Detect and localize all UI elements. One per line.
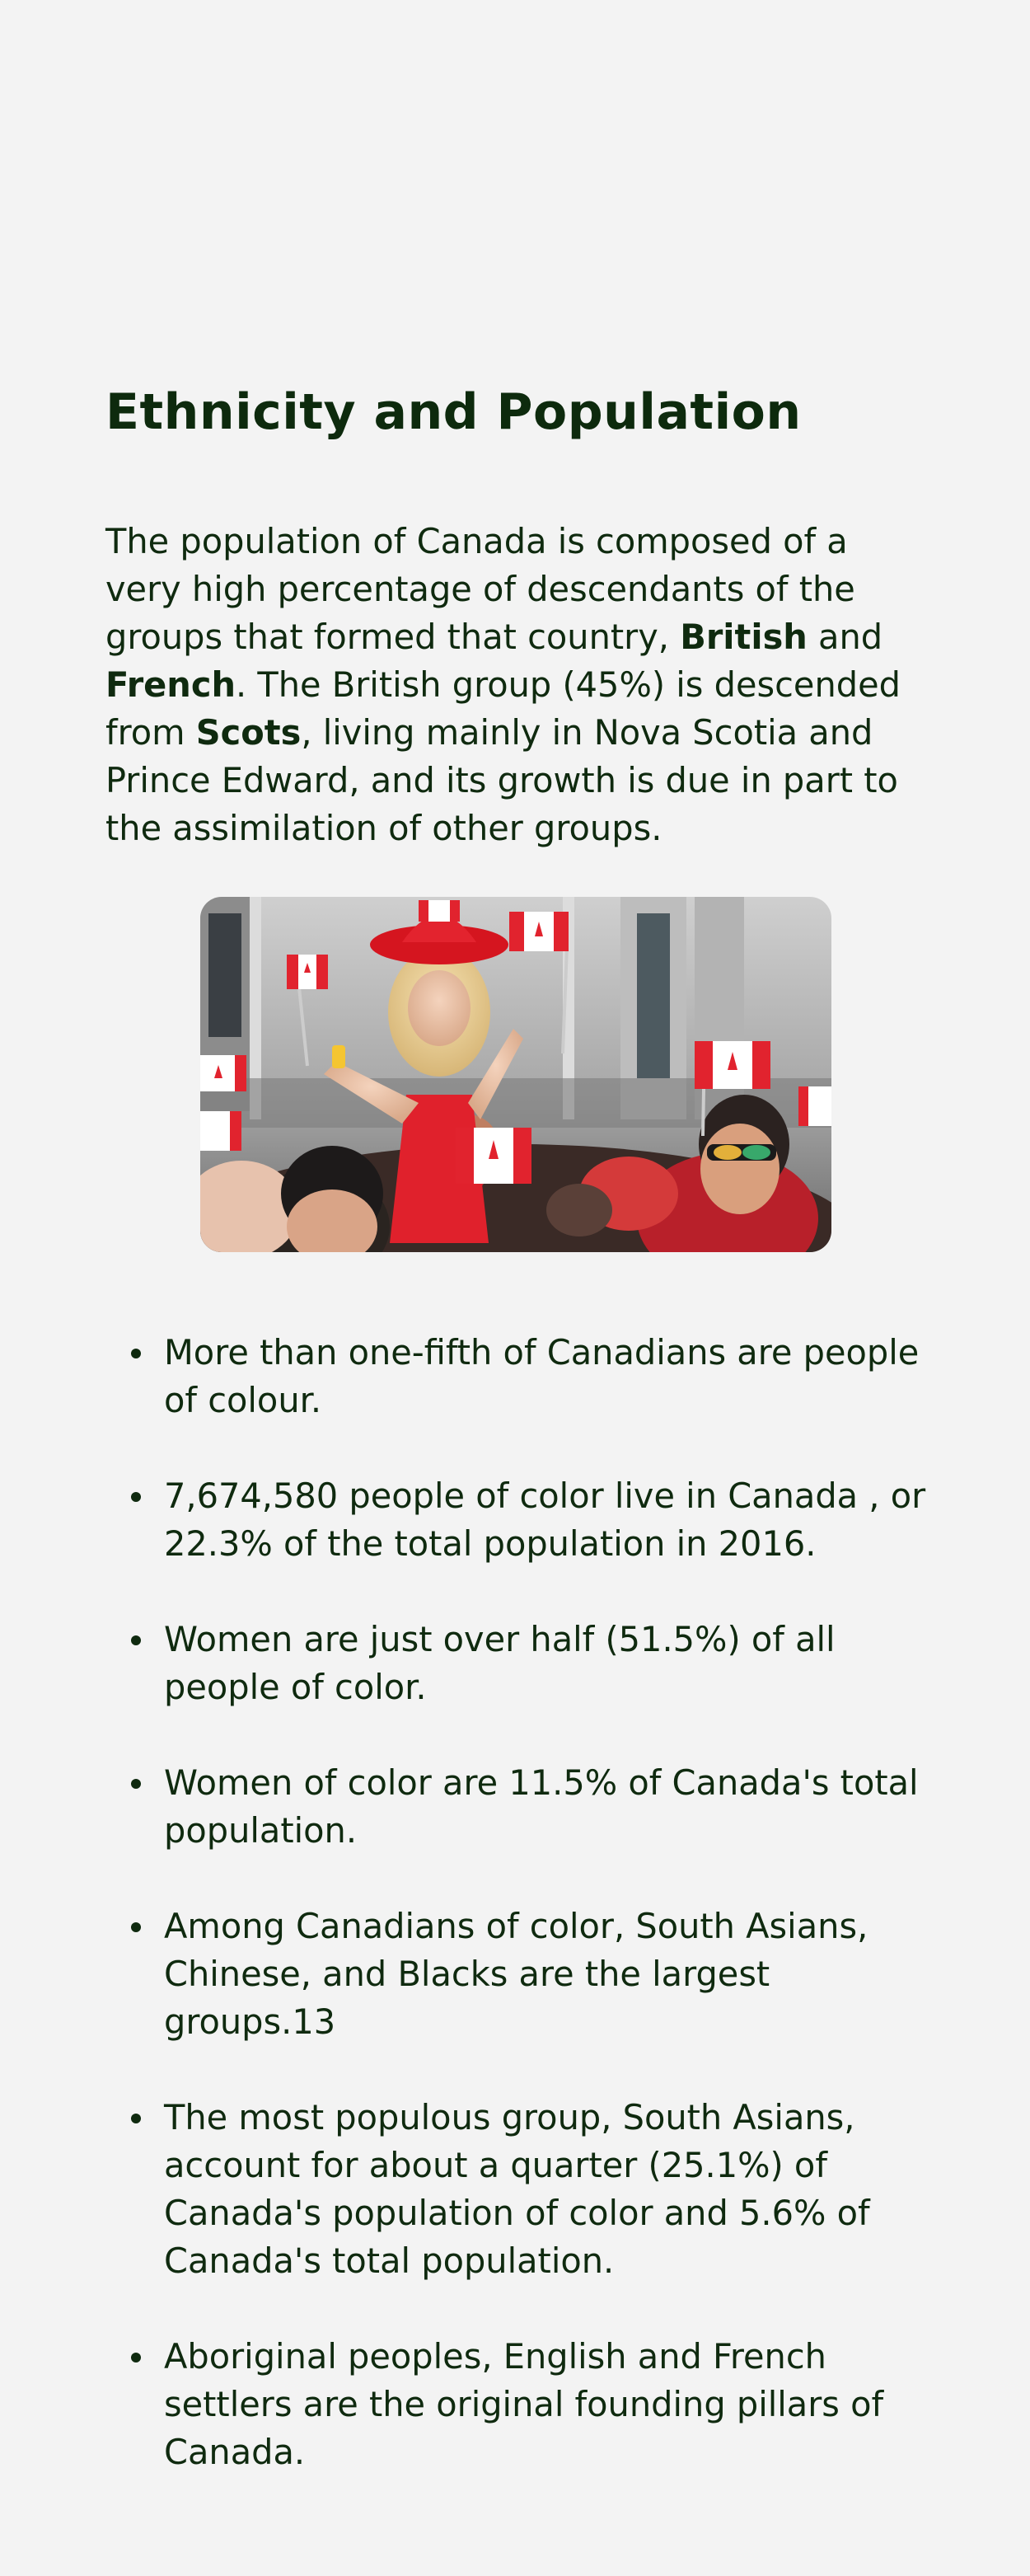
intro-paragraph: The population of Canada is composed of … — [105, 518, 921, 852]
list-item: Women are just over half (51.5%) of all … — [105, 1616, 929, 1711]
list-item: Women of color are 11.5% of Canada's tot… — [105, 1759, 929, 1855]
fact-text: Women are just over half (51.5%) of all … — [164, 1619, 836, 1707]
bullet-icon — [131, 1922, 141, 1932]
bullet-icon — [131, 1635, 141, 1645]
intro-bold-scots: Scots — [195, 712, 302, 753]
intro-text-1: The population of Canada is composed of … — [105, 521, 855, 657]
fact-text: Women of color are 11.5% of Canada's tot… — [164, 1762, 919, 1851]
list-item: More than one-fifth of Canadians are peo… — [105, 1329, 929, 1424]
fact-text: The most populous group, South Asians, a… — [164, 2097, 870, 2281]
intro-text-4: , living mainly in Nova Scotia and Princ… — [105, 712, 898, 848]
fact-text: 7,674,580 people of color live in Canada… — [164, 1476, 926, 1564]
list-item: Among Canadians of color, South Asians, … — [105, 1903, 929, 2046]
canada-crowd-photo — [200, 897, 831, 1252]
fact-text: More than one-fifth of Canadians are peo… — [164, 1332, 920, 1420]
bullet-icon — [131, 2114, 141, 2123]
intro-bold-french: French — [105, 664, 236, 705]
fact-text: Aboriginal peoples, English and French s… — [164, 2336, 884, 2472]
intro-bold-british: British — [680, 617, 808, 657]
flag-group — [200, 912, 831, 1184]
intro-text-2: and — [807, 617, 883, 657]
bullet-icon — [131, 2353, 141, 2363]
list-item: The most populous group, South Asians, a… — [105, 2094, 929, 2285]
bullet-icon — [131, 1349, 141, 1358]
section-title: Ethnicity and Population — [105, 383, 802, 441]
intro-text-3: . The British group (45%) is descended f… — [105, 664, 901, 753]
bullet-icon — [131, 1779, 141, 1789]
facts-list: More than one-fifth of Canadians are peo… — [105, 1329, 929, 2524]
list-item: Aboriginal peoples, English and French s… — [105, 2333, 929, 2476]
list-item: 7,674,580 people of color live in Canada… — [105, 1472, 929, 1568]
fact-text: Among Canadians of color, South Asians, … — [164, 1906, 868, 2042]
bullet-icon — [131, 1492, 141, 1502]
